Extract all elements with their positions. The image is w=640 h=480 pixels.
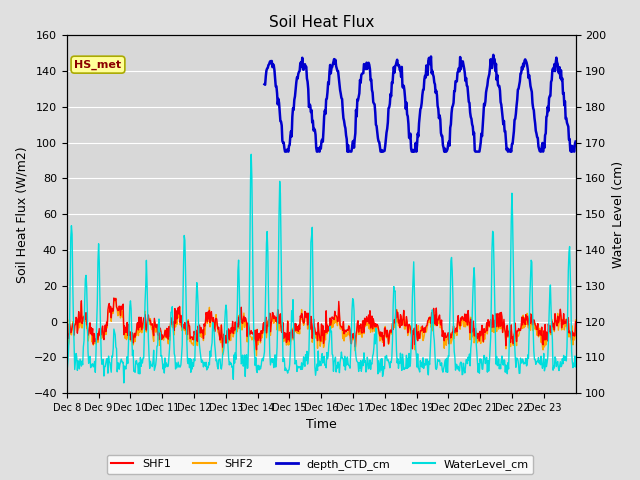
WaterLevel_cm [375,358,383,364]
WaterLevel_cm [262,281,269,287]
SHF2 [572,317,579,323]
SHF1 [375,326,383,332]
SHF1 [253,347,260,353]
WaterLevel_cm [120,380,127,386]
Title: Soil Heat Flux: Soil Heat Flux [269,15,374,30]
SHF2 [253,353,260,359]
WaterLevel_cm [572,364,579,370]
X-axis label: Time: Time [306,419,337,432]
depth_CTD_cm [402,106,410,112]
WaterLevel_cm [63,370,70,376]
SHF1 [217,335,225,340]
Y-axis label: Water Level (cm): Water Level (cm) [612,161,625,268]
SHF1 [124,320,131,325]
SHF1 [63,334,70,340]
Legend: SHF1, SHF2, depth_CTD_cm, WaterLevel_cm: SHF1, SHF2, depth_CTD_cm, WaterLevel_cm [107,455,533,474]
Text: HS_met: HS_met [74,60,122,70]
SHF2 [63,339,70,345]
depth_CTD_cm [373,129,381,134]
SHF2 [124,325,131,331]
Line: SHF2: SHF2 [67,298,575,356]
WaterLevel_cm [403,366,411,372]
depth_CTD_cm [260,81,268,87]
Line: SHF1: SHF1 [67,298,575,350]
Line: WaterLevel_cm: WaterLevel_cm [67,154,575,383]
SHF1 [403,319,411,324]
WaterLevel_cm [217,364,225,370]
SHF2 [112,295,120,301]
SHF2 [403,322,411,327]
Y-axis label: Soil Heat Flux (W/m2): Soil Heat Flux (W/m2) [15,146,28,283]
SHF2 [262,319,269,324]
SHF2 [217,340,225,346]
depth_CTD_cm [572,139,579,144]
SHF1 [242,316,250,322]
SHF1 [262,314,269,320]
WaterLevel_cm [247,151,255,157]
SHF2 [242,321,250,327]
WaterLevel_cm [124,354,131,360]
WaterLevel_cm [242,354,250,360]
SHF1 [572,319,579,324]
SHF2 [375,331,383,336]
Line: depth_CTD_cm: depth_CTD_cm [264,55,575,152]
SHF1 [110,295,118,301]
